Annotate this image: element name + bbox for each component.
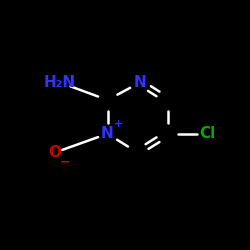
- Text: O: O: [48, 145, 62, 160]
- Text: −: −: [59, 156, 70, 168]
- Text: Cl: Cl: [200, 126, 216, 141]
- Text: +: +: [114, 119, 124, 129]
- Text: N: N: [134, 75, 146, 90]
- Text: H₂N: H₂N: [44, 75, 76, 90]
- Text: N: N: [101, 126, 114, 141]
